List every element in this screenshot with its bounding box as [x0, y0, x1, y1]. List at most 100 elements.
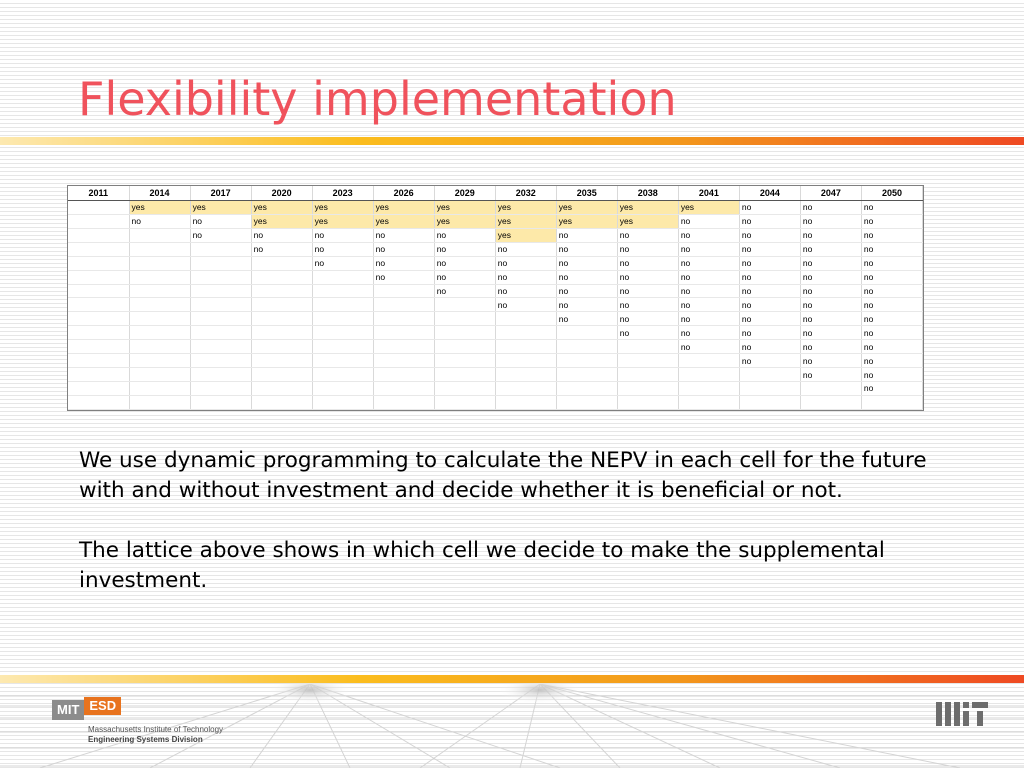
table-cell: [129, 381, 191, 396]
mit-logo-icon: [936, 702, 988, 726]
table-cell: [373, 381, 435, 396]
mit-esd-logo: MIT ESD: [52, 697, 122, 720]
table-cell: no: [800, 297, 862, 313]
table-cell: yes: [373, 214, 435, 229]
table-cell: [556, 325, 618, 341]
table-cell: no: [800, 228, 862, 243]
table-cell: no: [617, 297, 679, 313]
table-cell: [68, 339, 130, 355]
table-cell: no: [556, 270, 618, 285]
table-cell: no: [861, 214, 924, 229]
table-cell: [68, 395, 130, 411]
table-cell: [495, 311, 557, 327]
table-cell: no: [373, 256, 435, 271]
table-cell: no: [861, 353, 924, 369]
table-cell: no: [800, 284, 862, 299]
year-header-2050: 2050: [861, 186, 924, 201]
table-cell: no: [739, 284, 801, 299]
table-cell: no: [495, 284, 557, 299]
table-cell: [129, 311, 191, 327]
table-cell: no: [678, 242, 740, 257]
table-cell: [129, 284, 191, 299]
table-cell: no: [434, 270, 496, 285]
table-cell: no: [678, 228, 740, 243]
lattice-table-container: 2011 2014 2017 2020 2023 2026 2029 2032 2035 2038…: [67, 185, 924, 411]
table-cell: [678, 395, 740, 411]
table-cell: [251, 339, 313, 355]
table-row: no no no no: [68, 339, 924, 355]
table-cell: [556, 339, 618, 355]
table-cell: no: [739, 228, 801, 243]
table-cell: [678, 381, 740, 396]
table-cell: no: [617, 325, 679, 341]
table-cell: [556, 381, 618, 396]
table-cell: no: [312, 228, 374, 243]
table-cell: [251, 311, 313, 327]
table-cell: no: [556, 228, 618, 243]
table-cell: yes: [678, 200, 740, 215]
table-cell: [68, 284, 130, 299]
table-cell: no: [800, 339, 862, 355]
table-cell: no: [861, 311, 924, 327]
table-cell: no: [556, 256, 618, 271]
table-cell: [739, 381, 801, 396]
explanation-paragraph: We use dynamic programming to calculate …: [79, 448, 927, 503]
table-cell: no: [434, 242, 496, 257]
division-label: Engineering Systems Division: [88, 735, 203, 744]
table-cell: [373, 367, 435, 382]
table-cell: no: [678, 284, 740, 299]
table-cell: no: [678, 325, 740, 341]
table-cell: [68, 311, 130, 327]
year-header-2029: 2029: [434, 186, 496, 201]
table-cell: no: [678, 214, 740, 229]
table-cell: [129, 353, 191, 369]
table-cell: no: [190, 228, 252, 243]
decision-lattice-table: 2011 2014 2017 2020 2023 2026 2029 2032 2035 2038…: [68, 186, 924, 411]
table-cell: [129, 367, 191, 382]
table-cell: [251, 395, 313, 411]
footer-decoration: [0, 684, 1024, 768]
table-cell: [312, 311, 374, 327]
table-cell: [312, 381, 374, 396]
table-row: no no no no no yes no no no no no no: [68, 228, 924, 243]
table-cell: [190, 284, 252, 299]
table-cell: no: [251, 242, 313, 257]
year-header-2011: 2011: [68, 186, 130, 201]
lattice-paragraph: The lattice above shows in which cell we…: [79, 538, 885, 593]
footer-divider-bar: [0, 675, 1024, 683]
table-cell: [312, 325, 374, 341]
table-cell: [251, 325, 313, 341]
table-cell: [495, 325, 557, 341]
table-row: no no no no no no no no no no: [68, 256, 924, 271]
table-cell: no: [312, 242, 374, 257]
table-cell: yes: [495, 214, 557, 229]
table-cell: yes: [373, 200, 435, 215]
table-cell: [251, 297, 313, 313]
table-cell: no: [617, 270, 679, 285]
table-row: no no no no no no: [68, 311, 924, 327]
table-cell: [68, 242, 130, 257]
table-cell: yes: [434, 200, 496, 215]
table-cell: no: [739, 325, 801, 341]
table-cell: [68, 256, 130, 271]
table-cell: [434, 367, 496, 382]
table-cell: no: [373, 270, 435, 285]
table-row: no no no no no no no no no: [68, 270, 924, 285]
table-cell: yes: [556, 200, 618, 215]
table-cell: [434, 325, 496, 341]
table-cell: [190, 367, 252, 382]
table-cell: no: [861, 284, 924, 299]
table-header-row: 2011 2014 2017 2020 2023 2026 2029 2032 2035 2038…: [68, 186, 924, 201]
table-cell: [251, 353, 313, 369]
table-cell: [373, 325, 435, 341]
table-cell: no: [861, 297, 924, 313]
table-cell: [129, 228, 191, 243]
table-cell: no: [739, 256, 801, 271]
table-cell: [556, 367, 618, 382]
table-cell: [129, 395, 191, 411]
table-cell: [312, 367, 374, 382]
table-cell: no: [800, 353, 862, 369]
table-row: no no no no no: [68, 325, 924, 341]
table-cell: no: [800, 367, 862, 382]
table-row: no no: [68, 367, 924, 382]
